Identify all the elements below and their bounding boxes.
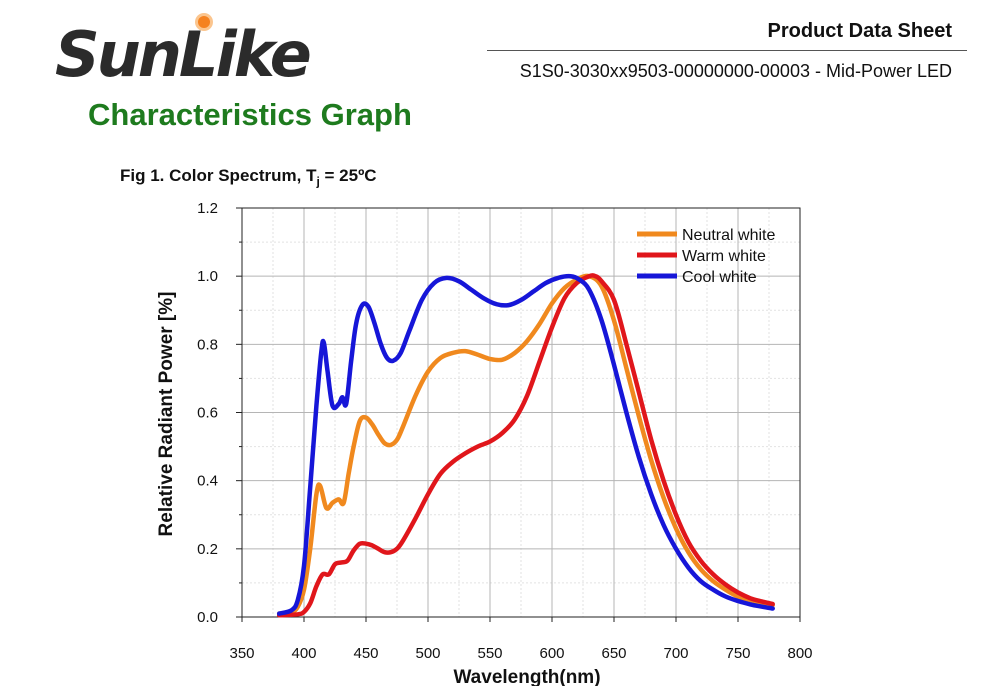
- y-tick-label: 0.0: [197, 609, 218, 626]
- x-tick-label: 500: [415, 645, 440, 662]
- chart-series: [276, 273, 775, 618]
- figure-caption-subscript: j: [316, 174, 320, 189]
- series-line-cool-white: [276, 273, 775, 616]
- figure-caption: Fig 1. Color Spectrum, Tj = 25ºC: [120, 166, 377, 188]
- document-subtitle: S1S0-3030xx9503-00000000-00003 - Mid-Pow…: [519, 61, 952, 81]
- header-divider: [487, 50, 967, 51]
- chart-legend: Neutral white Warm white Cool white: [637, 227, 775, 286]
- x-tick-label: 600: [539, 645, 564, 662]
- series-line-neutral-white: [276, 273, 775, 616]
- y-axis-label: Relative Radiant Power [%]: [156, 292, 177, 537]
- legend-label-neutral-white: Neutral white: [682, 227, 775, 244]
- x-tick-label: 750: [725, 645, 750, 662]
- legend-label-cool-white: Cool white: [682, 269, 757, 286]
- y-tick-label: 1.2: [197, 200, 218, 217]
- series-line-warm-white: [276, 273, 775, 618]
- figure-caption-suffix: = 25ºC: [319, 166, 377, 185]
- logo-sun-icon: [198, 16, 210, 28]
- x-tick-label: 650: [601, 645, 626, 662]
- section-title: Characteristics Graph: [88, 97, 412, 132]
- x-axis-label: Wavelength(nm): [453, 667, 600, 686]
- x-tick-label: 550: [477, 645, 502, 662]
- x-tick-label: 350: [229, 645, 254, 662]
- x-tick-label: 700: [663, 645, 688, 662]
- x-tick-label: 400: [291, 645, 316, 662]
- x-tick-label: 800: [787, 645, 812, 662]
- y-axis: 0.0 0.2 0.4 0.6 0.8 1.0 1.2: [197, 200, 242, 626]
- x-axis: 350 400 450 500 550 600 650 700 750 800: [229, 617, 813, 662]
- figure-caption-prefix: Fig 1. Color Spectrum, T: [120, 166, 317, 185]
- x-tick-label: 450: [353, 645, 378, 662]
- y-tick-label: 0.2: [197, 541, 218, 558]
- brand-logo: SunLike: [55, 18, 312, 91]
- y-tick-label: 0.6: [197, 405, 218, 422]
- y-tick-label: 1.0: [197, 268, 218, 285]
- legend-label-warm-white: Warm white: [682, 248, 766, 265]
- y-tick-label: 0.4: [197, 473, 218, 490]
- y-tick-label: 0.8: [197, 336, 218, 353]
- document-title: Product Data Sheet: [767, 20, 952, 42]
